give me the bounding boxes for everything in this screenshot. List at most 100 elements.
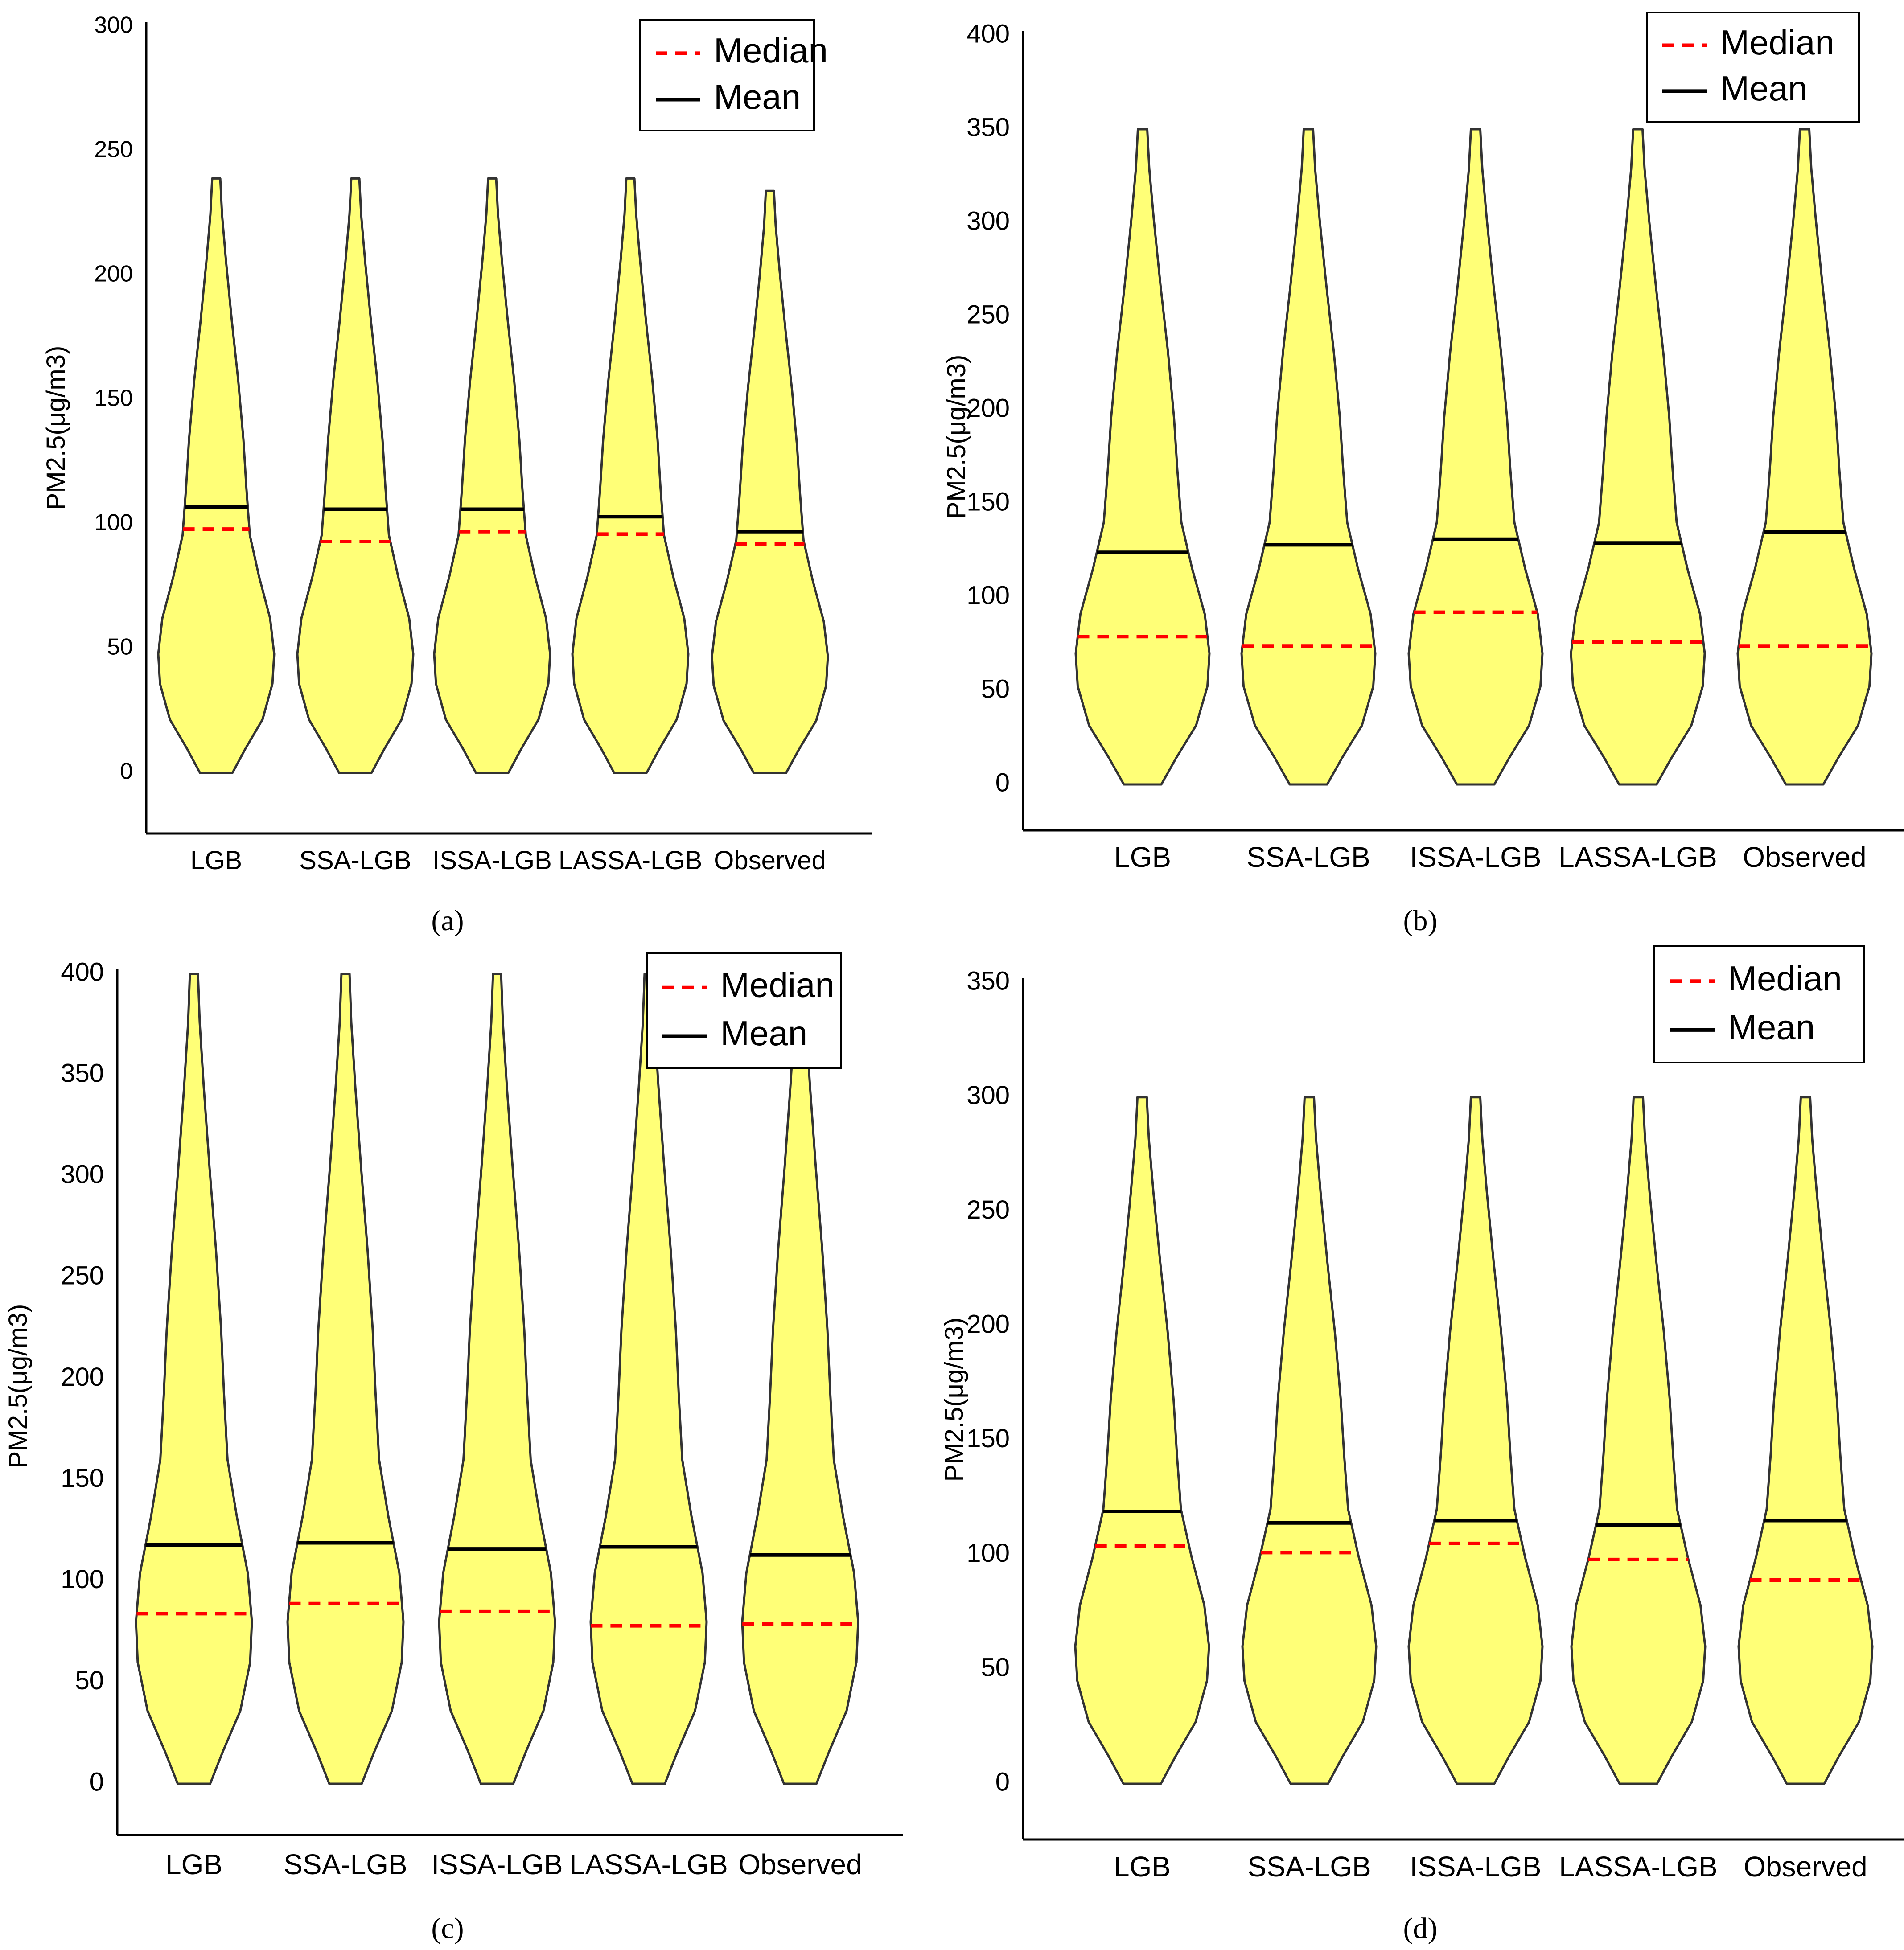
y-tick-label: 100 — [966, 1539, 1010, 1568]
y-tick-label: 400 — [61, 957, 104, 986]
legend: Median Mean — [1646, 12, 1860, 123]
y-axis-label: PM2.5(μg/m3) — [940, 1318, 969, 1482]
violin-issa-lgb — [1407, 128, 1544, 786]
violin-ssa-lgb — [296, 177, 415, 774]
y-tick-label: 150 — [94, 386, 133, 411]
legend-box — [639, 19, 815, 131]
legend-box — [1653, 945, 1865, 1063]
category-label: ISSA-LGB — [1410, 1851, 1541, 1883]
violin-issa-lgb — [1407, 1096, 1544, 1785]
y-tick-label: 0 — [995, 768, 1010, 797]
panel-d: 0 50 100 150 200 250 300 350 PM2.5(μg/m3) LGB SSA-… — [940, 945, 1904, 1945]
y-tick-label: 250 — [94, 137, 133, 163]
legend: Median Mean — [646, 952, 842, 1069]
legend-box — [1646, 12, 1860, 123]
category-label: LGB — [165, 1848, 222, 1880]
y-tick-label: 100 — [966, 581, 1010, 610]
category-label: ISSA-LGB — [431, 1848, 563, 1880]
y-axis-label: PM2.5(μg/m3) — [4, 1304, 33, 1469]
y-tick-label: 200 — [94, 261, 133, 287]
y-tick-label: 350 — [61, 1059, 104, 1088]
panel-b: 0 50 100 150 200 250 300 350 400 PM2.5(μg/m3) LGB S… — [942, 12, 1904, 937]
category-label: LASSA-LGB — [1559, 1851, 1718, 1883]
legend-mean-label: Mean — [1720, 69, 1807, 108]
violin-ssa-lgb — [1241, 1096, 1378, 1785]
violin-issa-lgb — [433, 177, 551, 774]
violin-lassa-lgb — [1570, 1096, 1707, 1785]
legend-median-label: Median — [720, 965, 835, 1004]
category-label: Observed — [738, 1848, 862, 1880]
y-tick-label: 0 — [995, 1767, 1010, 1796]
category-label: Observed — [1744, 1851, 1867, 1883]
legend: Median Mean — [639, 19, 828, 131]
violin-lassa-lgb — [589, 973, 708, 1785]
y-axis-label: PM2.5(μg/m3) — [41, 346, 70, 510]
y-tick-label: 300 — [61, 1160, 104, 1189]
violin-observed — [741, 973, 859, 1785]
category-label: LGB — [1114, 841, 1171, 873]
y-tick-label: 400 — [966, 19, 1010, 48]
category-label: LASSA-LGB — [559, 846, 702, 875]
violin-lassa-lgb — [1570, 128, 1706, 786]
category-label: SSA-LGB — [299, 846, 411, 875]
legend: Median Mean — [1653, 945, 1865, 1063]
legend-median-label: Median — [1728, 959, 1842, 998]
y-tick-label: 350 — [966, 966, 1010, 995]
violin-lassa-lgb — [571, 177, 690, 774]
legend-box — [646, 952, 842, 1069]
violin-ssa-lgb — [1240, 128, 1377, 786]
violin-lgb — [1074, 1096, 1210, 1785]
y-axis-label: PM2.5(μg/m3) — [942, 355, 971, 519]
category-label: SSA-LGB — [1247, 1851, 1371, 1883]
panel-label: (d) — [1403, 1912, 1438, 1945]
legend-median-label: Median — [1720, 23, 1834, 62]
category-label: LASSA-LGB — [569, 1848, 728, 1880]
legend-mean-label: Mean — [1728, 1008, 1815, 1047]
violin-lgb — [135, 973, 253, 1785]
y-tick-label: 150 — [966, 487, 1010, 516]
y-tick-label: 300 — [966, 1081, 1010, 1110]
violin-lgb — [1074, 128, 1211, 786]
y-tick-label: 250 — [966, 1195, 1010, 1224]
violin-observed — [711, 189, 829, 774]
legend-median-label: Median — [714, 31, 828, 70]
y-tick-label: 300 — [94, 12, 133, 38]
category-label: ISSA-LGB — [1410, 841, 1541, 873]
category-label: LGB — [190, 846, 242, 875]
y-tick-label: 0 — [90, 1767, 104, 1796]
y-tick-label: 150 — [61, 1464, 104, 1493]
y-tick-label: 50 — [107, 634, 133, 660]
y-tick-label: 250 — [966, 300, 1010, 329]
category-label: LASSA-LGB — [1559, 841, 1717, 873]
violin-issa-lgb — [438, 973, 556, 1785]
y-tick-label: 50 — [75, 1666, 104, 1695]
y-tick-label: 250 — [61, 1261, 104, 1290]
legend-mean-label: Mean — [720, 1014, 807, 1053]
panel-c: 0 50 100 150 200 250 300 350 400 PM2.5(μg/m3) LGB S… — [4, 952, 903, 1945]
y-tick-label: 150 — [966, 1424, 1010, 1453]
y-tick-label: 200 — [966, 394, 1010, 423]
violin-lgb — [157, 177, 276, 774]
violin-observed — [1736, 128, 1873, 786]
category-label: SSA-LGB — [1246, 841, 1370, 873]
panel-a: 0 50 100 150 200 250 300 PM2.5(μg/m3) LGB SSA-LGB… — [41, 12, 872, 937]
y-tick-label: 200 — [61, 1363, 104, 1392]
y-tick-label: 350 — [966, 113, 1010, 142]
category-label: Observed — [714, 846, 826, 875]
panel-label: (b) — [1403, 904, 1438, 937]
y-tick-label: 100 — [61, 1565, 104, 1594]
legend-mean-label: Mean — [714, 77, 801, 116]
category-label: ISSA-LGB — [432, 846, 552, 875]
category-label: LGB — [1114, 1851, 1171, 1883]
y-tick-label: 50 — [981, 674, 1010, 703]
y-tick-label: 300 — [966, 206, 1010, 235]
panel-label: (c) — [431, 1912, 464, 1945]
panel-label: (a) — [431, 904, 464, 937]
violin-ssa-lgb — [286, 973, 405, 1785]
y-tick-label: 50 — [981, 1653, 1010, 1682]
violin-observed — [1737, 1096, 1874, 1785]
category-label: SSA-LGB — [284, 1848, 407, 1880]
y-tick-label: 100 — [94, 510, 133, 536]
y-tick-label: 0 — [120, 759, 133, 784]
